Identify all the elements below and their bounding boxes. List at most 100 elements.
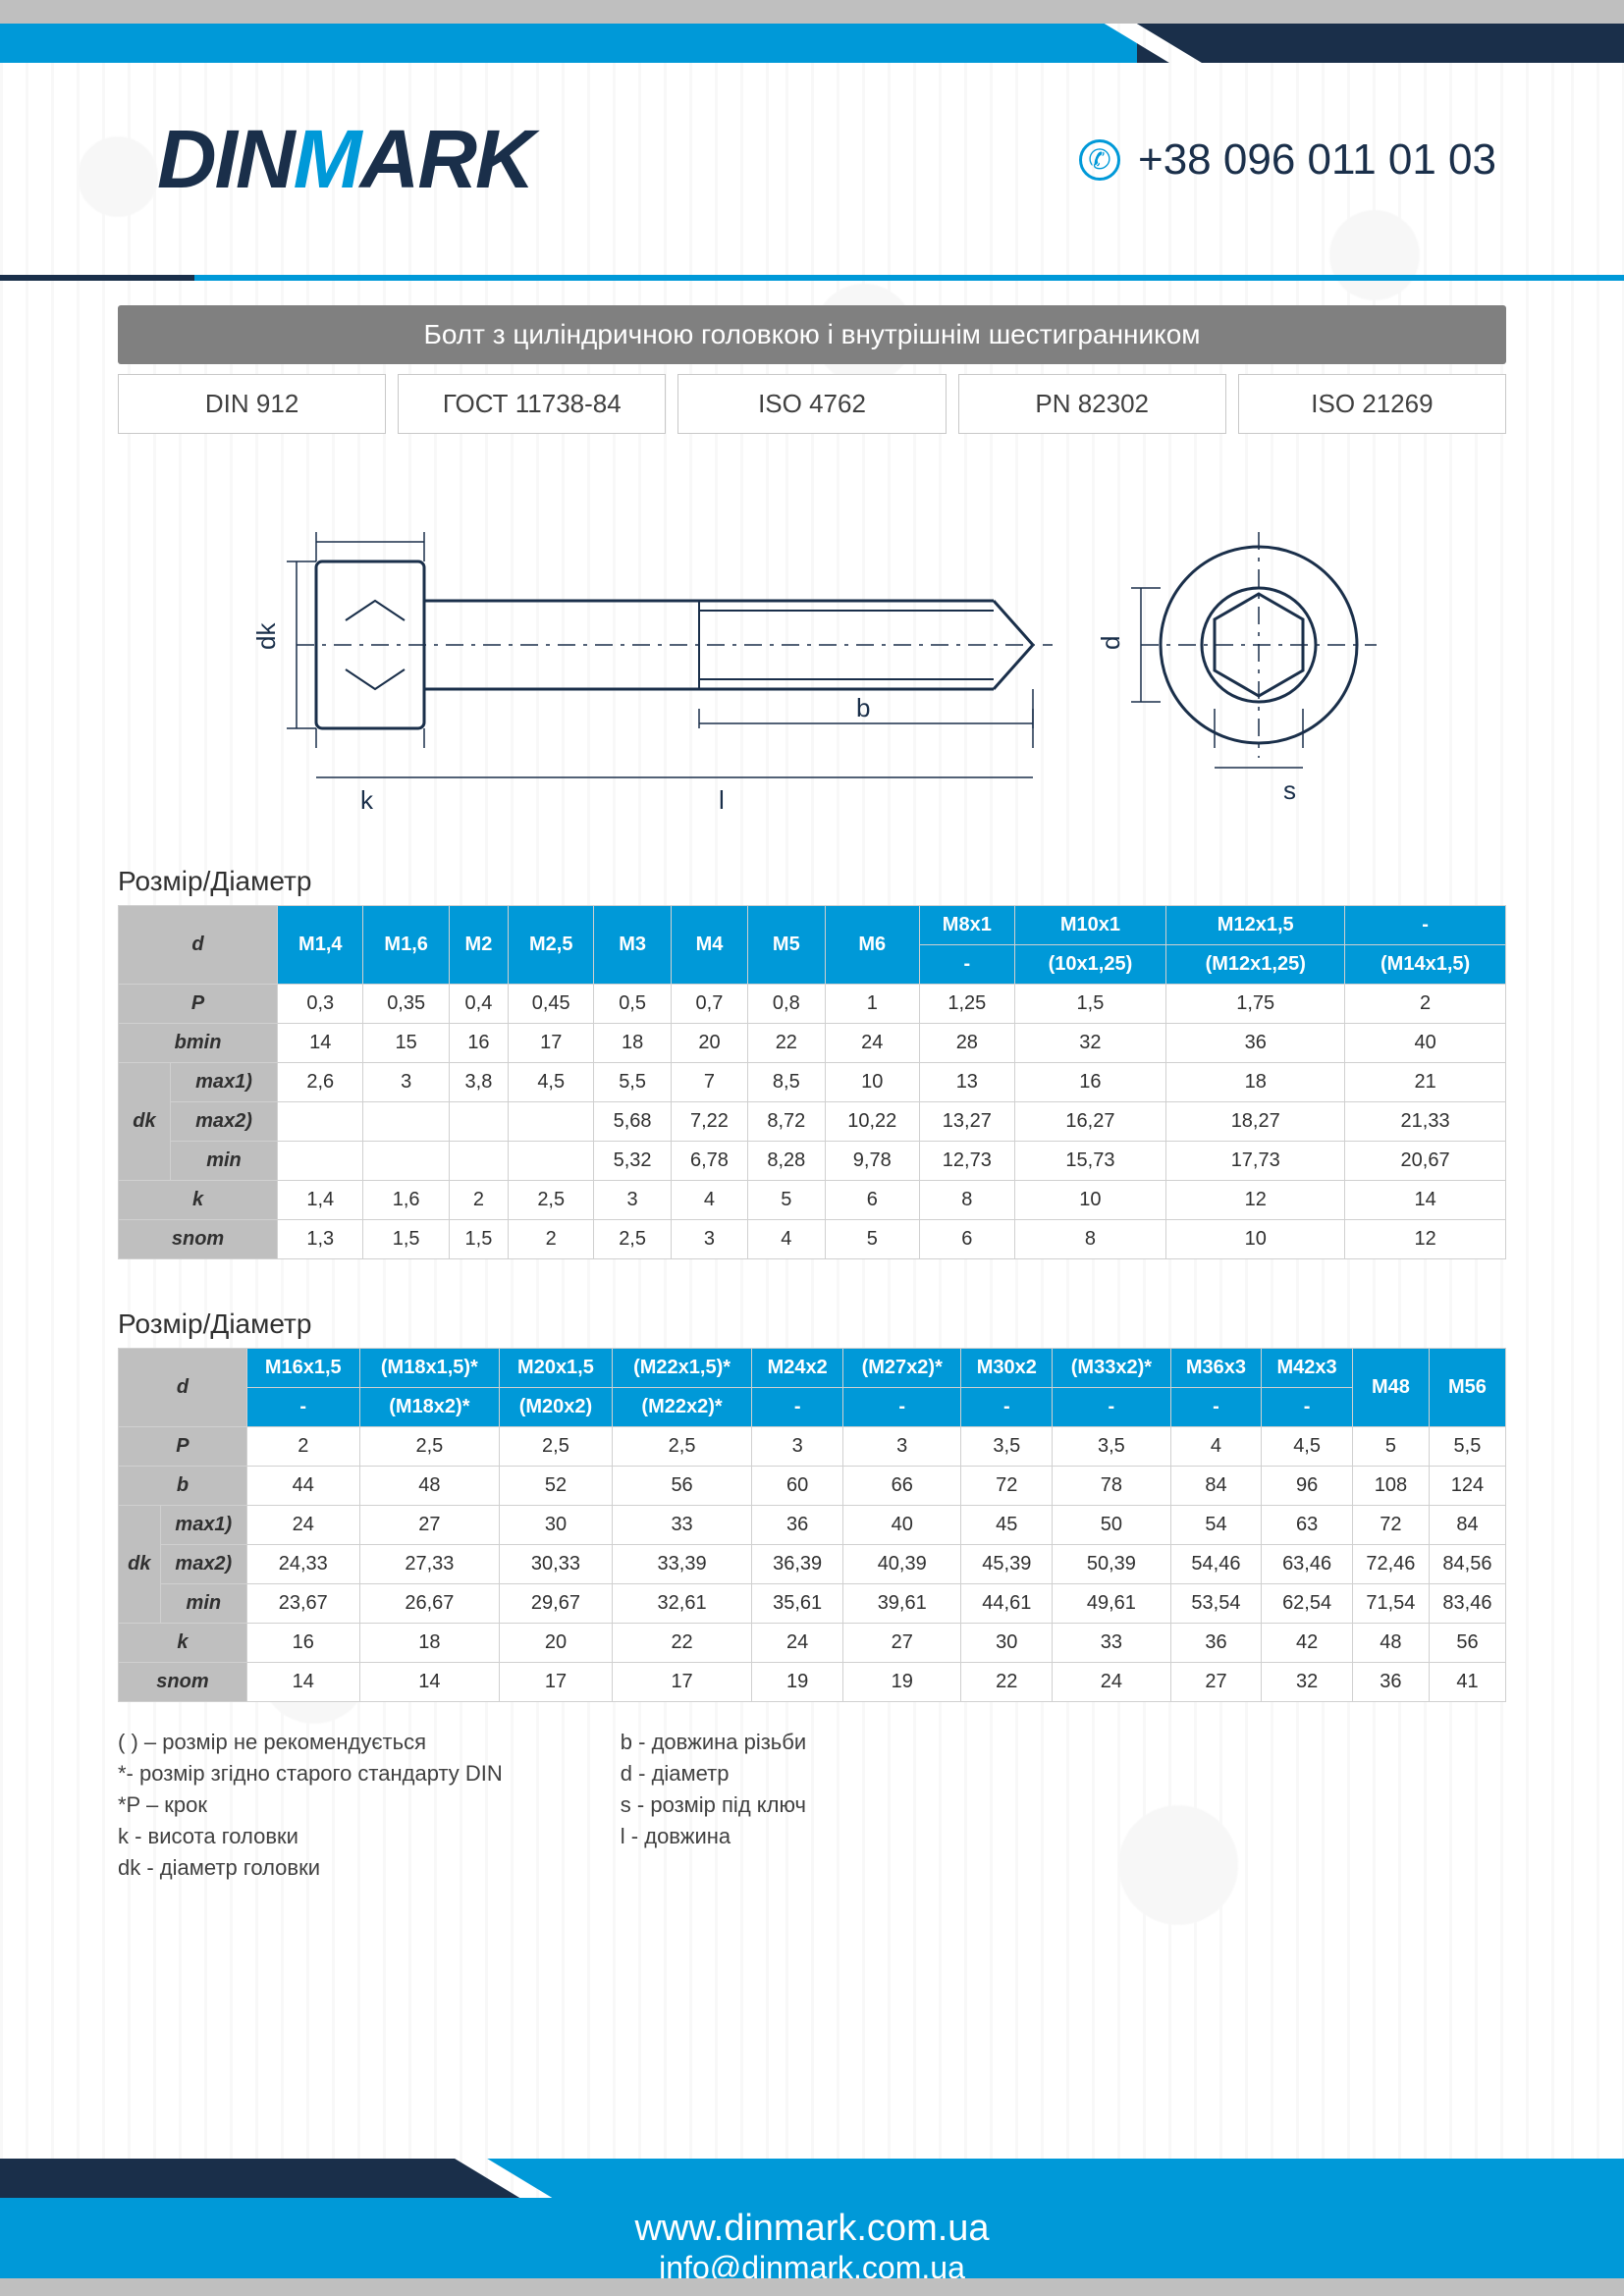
legend: ( ) – розмір не рекомендується *- розмір …	[118, 1730, 1506, 1881]
table-cell: 54,46	[1170, 1545, 1262, 1584]
table-cell: 19	[842, 1663, 961, 1702]
table-cell: 0,35	[363, 985, 449, 1024]
legend-item: b - довжина різьби	[621, 1730, 806, 1755]
table-cell: 49,61	[1053, 1584, 1171, 1624]
table-cell: 63	[1262, 1506, 1353, 1545]
table-cell: 0,3	[278, 985, 363, 1024]
table-header-cell: snom	[119, 1663, 247, 1702]
table-header-cell: -	[246, 1388, 359, 1427]
table-cell: 63,46	[1262, 1545, 1353, 1584]
table-cell	[449, 1142, 508, 1181]
legend-item: ( ) – розмір не рекомендується	[118, 1730, 503, 1755]
table-cell: 5	[748, 1181, 825, 1220]
table-cell: 83,46	[1429, 1584, 1505, 1624]
table-cell: 60	[752, 1467, 843, 1506]
table-cell: 27	[359, 1506, 500, 1545]
table-cell: 4	[748, 1220, 825, 1259]
footer: www.dinmark.com.ua info@dinmark.com.ua	[0, 2159, 1624, 2296]
table-cell: 4,5	[1262, 1427, 1353, 1467]
table-cell: 15,73	[1014, 1142, 1166, 1181]
table-header-cell: dk	[119, 1506, 161, 1624]
table-cell: 4	[671, 1181, 747, 1220]
table-cell: 3	[842, 1427, 961, 1467]
table-header-cell: -	[1053, 1388, 1171, 1427]
table-cell: 2,5	[359, 1427, 500, 1467]
table-header-cell: M5	[748, 906, 825, 985]
table-cell: 14	[278, 1024, 363, 1063]
phone-number: +38 096 011 01 03	[1138, 135, 1496, 185]
table-cell	[363, 1142, 449, 1181]
table-header-cell: M10x1	[1014, 906, 1166, 945]
table-cell: 2,5	[500, 1427, 613, 1467]
table-cell: 7,22	[671, 1102, 747, 1142]
table-header-cell: (10x1,25)	[1014, 945, 1166, 985]
section-label: Розмір/Діаметр	[118, 1308, 1506, 1340]
table-cell: 8	[920, 1181, 1015, 1220]
table-cell: 72	[1352, 1506, 1429, 1545]
table-cell: 53,54	[1170, 1584, 1262, 1624]
legend-item: *- розмір згідно старого стандарту DIN	[118, 1761, 503, 1787]
table-header-cell: M12x1,5	[1166, 906, 1345, 945]
standard-chip: ГОСТ 11738-84	[398, 374, 666, 434]
table-header-cell: -	[1262, 1388, 1353, 1427]
legend-item: s - розмір під ключ	[621, 1792, 806, 1818]
table-cell: 2,5	[509, 1181, 594, 1220]
table-header-cell: M2,5	[509, 906, 594, 985]
table-cell: 29,67	[500, 1584, 613, 1624]
table-cell: 40	[1345, 1024, 1506, 1063]
dim-b: b	[856, 693, 870, 722]
table-cell: 14	[246, 1663, 359, 1702]
table-header-cell: (M20x2)	[500, 1388, 613, 1427]
table-cell: 17	[500, 1663, 613, 1702]
table-header-cell: -	[1170, 1388, 1262, 1427]
table-cell: 17	[612, 1663, 752, 1702]
logo-part-1: DIN	[157, 113, 294, 205]
table-cell: 33,39	[612, 1545, 752, 1584]
table-cell: 0,4	[449, 985, 508, 1024]
standard-chip: PN 82302	[958, 374, 1226, 434]
table-header-cell: (M27x2)*	[842, 1349, 961, 1388]
table-header-cell: bmin	[119, 1024, 278, 1063]
table-cell: 44,61	[961, 1584, 1053, 1624]
table-cell: 16,27	[1014, 1102, 1166, 1142]
table-cell: 72	[961, 1467, 1053, 1506]
table-cell: 48	[1352, 1624, 1429, 1663]
dim-l: l	[719, 785, 725, 815]
table-cell: 10,22	[825, 1102, 920, 1142]
legend-left: ( ) – розмір не рекомендується *- розмір …	[118, 1730, 503, 1881]
table-cell: 39,61	[842, 1584, 961, 1624]
table-cell: 10	[825, 1063, 920, 1102]
table-cell: 12	[1345, 1220, 1506, 1259]
table-cell: 2	[1345, 985, 1506, 1024]
table-cell: 18	[594, 1024, 671, 1063]
table-cell: 6	[920, 1220, 1015, 1259]
table-cell: 1,4	[278, 1181, 363, 1220]
standard-chip: DIN 912	[118, 374, 386, 434]
table-cell: 1,5	[449, 1220, 508, 1259]
table-cell: 12	[1166, 1181, 1345, 1220]
divider-blue	[194, 275, 1624, 281]
table-cell: 17	[509, 1024, 594, 1063]
table-header-cell: max1)	[170, 1063, 277, 1102]
table-cell: 4	[1170, 1427, 1262, 1467]
table-cell	[449, 1102, 508, 1142]
product-title: Болт з циліндричною головкою і внутрішні…	[118, 305, 1506, 364]
dimensions-table-2: dM16x1,5(M18x1,5)*M20x1,5(M22x1,5)*M24x2…	[118, 1348, 1506, 1702]
table-cell: 10	[1014, 1181, 1166, 1220]
table-cell	[278, 1102, 363, 1142]
table-header-cell: M4	[671, 906, 747, 985]
brand-logo: DINMARK	[157, 112, 533, 207]
table-cell: 5,5	[594, 1063, 671, 1102]
table-cell: 2	[509, 1220, 594, 1259]
table-cell: 2	[449, 1181, 508, 1220]
table-cell: 23,67	[246, 1584, 359, 1624]
table-cell: 28	[920, 1024, 1015, 1063]
table-cell: 62,54	[1262, 1584, 1353, 1624]
table-cell: 18	[359, 1624, 500, 1663]
table-cell: 22	[612, 1624, 752, 1663]
table-header-cell: b	[119, 1467, 247, 1506]
table-cell: 50	[1053, 1506, 1171, 1545]
table-cell: 36	[752, 1506, 843, 1545]
table-cell: 33	[612, 1506, 752, 1545]
table-cell: 36	[1170, 1624, 1262, 1663]
